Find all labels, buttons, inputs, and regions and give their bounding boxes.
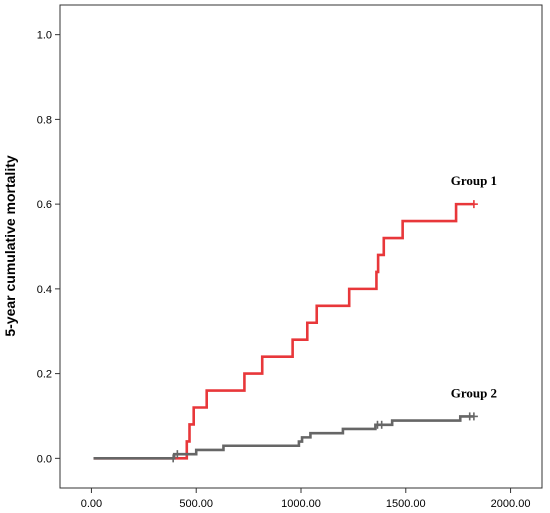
y-axis-title: 5-year cumulative mortality [2,155,18,337]
y-tick-label: 0.4 [37,284,52,296]
y-tick-label: 0.8 [37,114,52,126]
x-axis: 0.00 500.00 1000.00 1500.00 2000.00 [81,488,531,510]
y-tick-label: 0.2 [37,369,52,381]
x-tick-label: 2000.00 [491,498,531,510]
series-layer [93,200,478,463]
x-tick-label: 0.00 [81,498,102,510]
y-tick-label: 1.0 [37,30,52,42]
series-line-group-1 [93,202,474,460]
x-tick-label: 1500.00 [386,498,426,510]
x-tick-label: 500.00 [179,498,213,510]
plot-frame [59,4,543,489]
y-tick-label: 0.6 [37,199,52,211]
y-tick-label: 0.0 [37,453,52,465]
series-labels: Group 1 Group 2 [451,173,497,400]
series-label-group-1: Group 1 [451,173,497,188]
series-line-group-2 [93,415,474,460]
x-tick-label: 1000.00 [281,498,321,510]
y-axis: 0.0 0.2 0.4 0.6 0.8 1.0 [37,30,60,465]
series-label-group-2: Group 2 [451,385,497,400]
